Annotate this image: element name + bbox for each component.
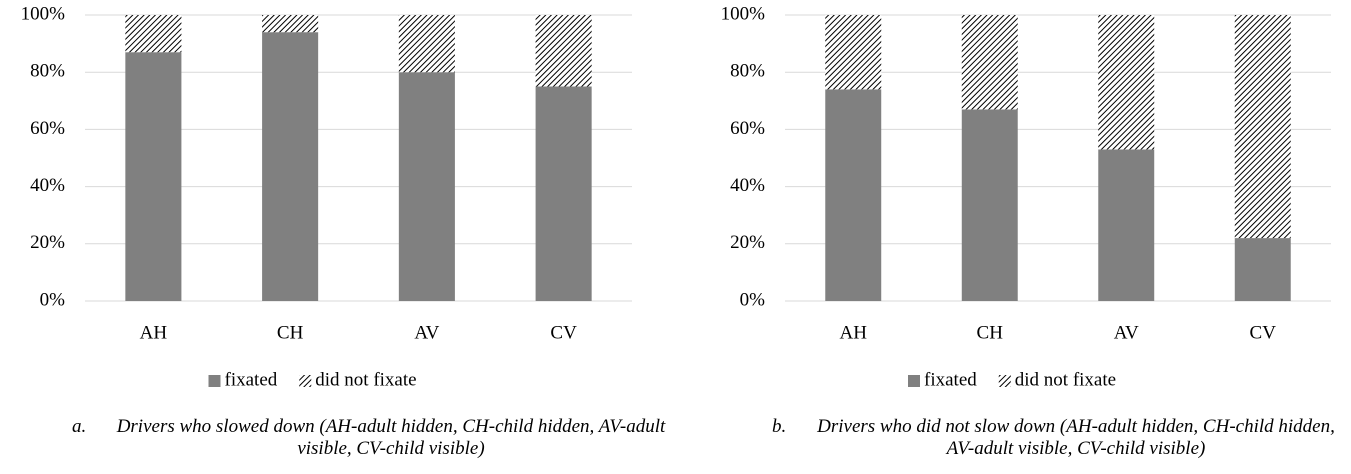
- bar-segment: [1234, 15, 1291, 239]
- x-tick-label: AH: [840, 322, 868, 343]
- legend-label: fixated: [225, 369, 278, 390]
- y-tick-label: 40%: [730, 175, 765, 196]
- y-tick-label: 60%: [30, 118, 65, 139]
- bar-segment: [961, 109, 1018, 301]
- bar-segment: [825, 89, 882, 301]
- bar-segment: [125, 15, 182, 53]
- legend-swatch: [998, 375, 1011, 387]
- bar-segment: [961, 15, 1018, 110]
- bar-segment: [535, 86, 592, 301]
- x-tick-label: CH: [977, 322, 1004, 343]
- bar-segment: [535, 15, 592, 87]
- y-tick-label: 40%: [30, 175, 65, 196]
- x-tick-label: AH: [140, 322, 168, 343]
- y-tick-label: 0%: [740, 289, 766, 310]
- x-tick-label: CV: [550, 322, 577, 343]
- bar-segment: [825, 15, 882, 90]
- y-tick-label: 80%: [730, 61, 765, 82]
- caption-marker: a.: [72, 416, 87, 437]
- y-tick-label: 80%: [30, 61, 65, 82]
- y-tick-label: 20%: [30, 232, 65, 253]
- legend-swatch: [208, 375, 221, 387]
- legend-label: did not fixate: [1015, 369, 1116, 390]
- charts: 0% 20% 40% 60% 80% 100% AH CH AV CV fixated did not…: [21, 3, 1331, 390]
- caption-marker: b.: [772, 416, 787, 437]
- x-tick-label: AV: [414, 322, 439, 343]
- legend-swatch: [299, 375, 312, 387]
- legend-swatch: [908, 375, 920, 387]
- bar-segment: [125, 52, 182, 302]
- x-tick-label: CV: [1250, 322, 1277, 343]
- x-tick-label: AV: [1114, 322, 1139, 343]
- x-tick-label: CH: [277, 322, 304, 343]
- y-tick-label: 60%: [730, 118, 765, 139]
- bar-segment: [1098, 15, 1155, 150]
- caption-text: Drivers who did not slow down (AH-adult …: [817, 416, 1335, 459]
- y-tick-label: 20%: [730, 232, 765, 253]
- y-tick-label: 100%: [721, 3, 766, 24]
- bar-segment: [262, 32, 319, 301]
- legend-label: fixated: [924, 369, 977, 390]
- bar-segment: [398, 72, 455, 301]
- bar-segment: [262, 15, 319, 33]
- y-tick-label: 100%: [21, 3, 66, 24]
- legend-label: did not fixate: [315, 369, 416, 390]
- bar-segment: [1098, 149, 1155, 301]
- bar-segment: [398, 15, 455, 73]
- y-tick-label: 0%: [40, 289, 66, 310]
- caption-text: Drivers who slowed down (AH-adult hidden…: [116, 416, 666, 459]
- bar-segment: [1234, 238, 1291, 301]
